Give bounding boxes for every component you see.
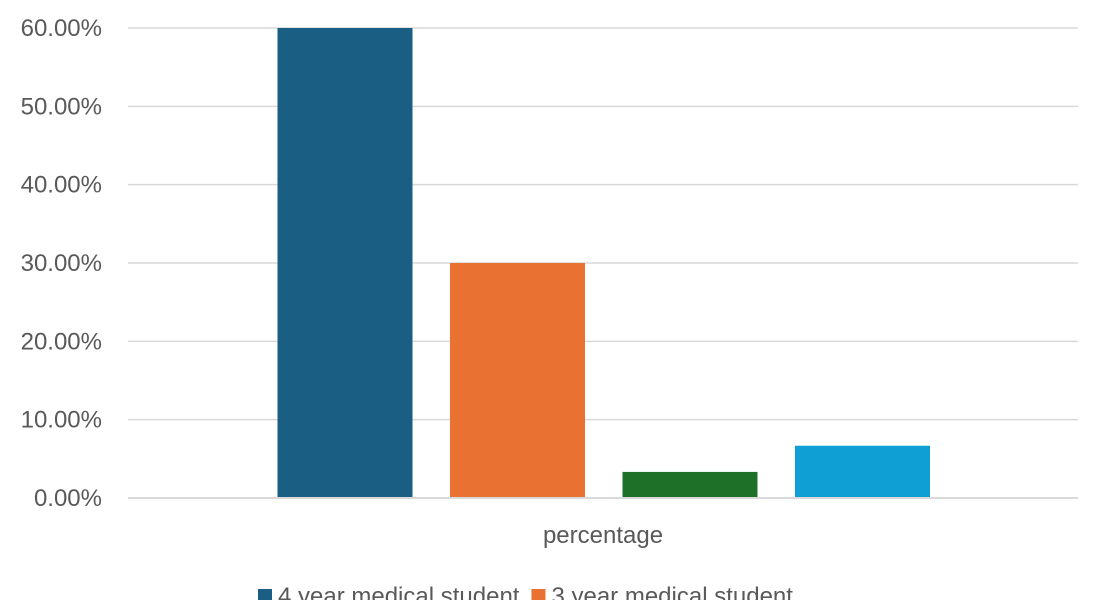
y-tick-label: 10.00% [21, 407, 102, 434]
legend: 4 year medical student 3 year medical stu… [258, 583, 793, 600]
bar-series-4 [795, 445, 930, 498]
y-axis-tick-labels: 0.00% 10.00% 20.00% 30.00% 40.00% 50.00% 60.00… [21, 15, 102, 512]
bar-series-3 [622, 471, 758, 498]
bars [277, 28, 930, 498]
y-tick-label: 60.00% [21, 15, 102, 42]
legend-label-series-2: 3 year medical student [551, 583, 793, 600]
legend-swatch-series-2 [531, 589, 546, 600]
y-tick-label: 50.00% [21, 93, 102, 120]
y-tick-label: 40.00% [21, 172, 102, 199]
bar-series-1 [277, 28, 413, 498]
y-tick-label: 30.00% [21, 250, 102, 277]
legend-label-series-1: 4 year medical student [278, 583, 520, 600]
legend-swatch-series-1 [258, 589, 272, 600]
y-tick-label: 0.00% [34, 485, 102, 512]
gridlines [128, 27, 1078, 421]
y-tick-label: 20.00% [21, 328, 102, 355]
category-label: percentage [543, 522, 663, 549]
bar-series-2 [450, 263, 585, 498]
